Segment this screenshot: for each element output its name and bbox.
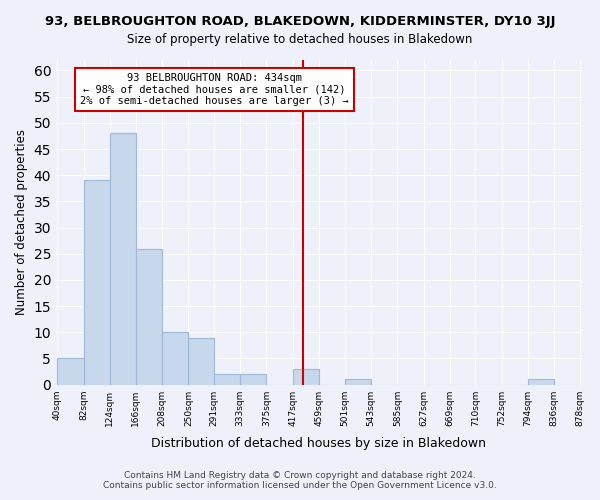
Bar <box>110 134 136 384</box>
Bar <box>240 374 266 384</box>
Bar <box>528 380 554 384</box>
Bar <box>57 358 83 384</box>
Bar <box>293 369 319 384</box>
Bar <box>345 380 371 384</box>
Text: Size of property relative to detached houses in Blakedown: Size of property relative to detached ho… <box>127 32 473 46</box>
Bar <box>162 332 188 384</box>
Bar <box>214 374 240 384</box>
X-axis label: Distribution of detached houses by size in Blakedown: Distribution of detached houses by size … <box>151 437 487 450</box>
Text: 93 BELBROUGHTON ROAD: 434sqm
← 98% of detached houses are smaller (142)
2% of se: 93 BELBROUGHTON ROAD: 434sqm ← 98% of de… <box>80 73 349 106</box>
Y-axis label: Number of detached properties: Number of detached properties <box>15 130 28 316</box>
Bar <box>136 248 162 384</box>
Bar <box>83 180 110 384</box>
Text: 93, BELBROUGHTON ROAD, BLAKEDOWN, KIDDERMINSTER, DY10 3JJ: 93, BELBROUGHTON ROAD, BLAKEDOWN, KIDDER… <box>45 15 555 28</box>
Bar <box>188 338 214 384</box>
Text: Contains HM Land Registry data © Crown copyright and database right 2024.
Contai: Contains HM Land Registry data © Crown c… <box>103 470 497 490</box>
